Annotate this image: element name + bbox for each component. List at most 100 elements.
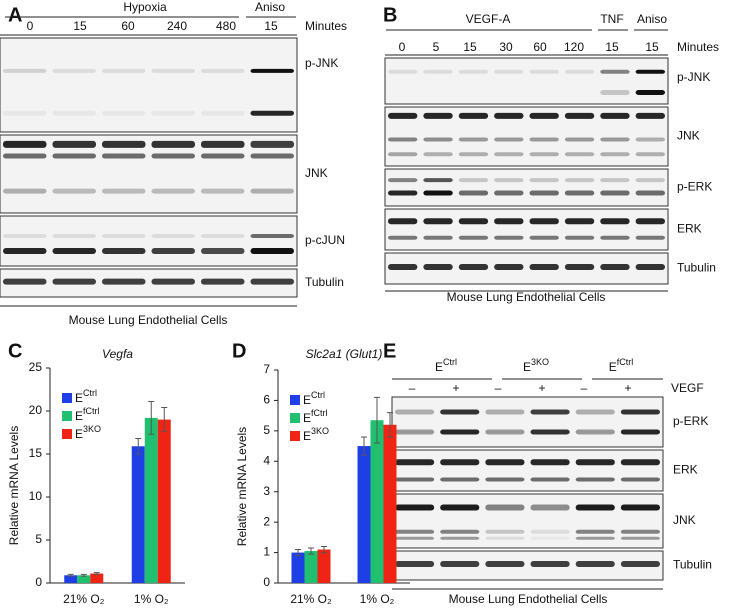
legend-swatch [62,429,72,439]
blot [384,57,669,105]
treatment-label: VEGF [671,381,704,395]
band [458,190,489,196]
error-bar [161,407,168,433]
band [458,218,489,225]
band [102,153,146,159]
band [530,459,570,466]
blot-label: ERK [673,463,698,477]
band [440,409,480,415]
y-tick-label: 3 [263,484,270,498]
band [564,235,595,240]
band [388,263,418,270]
blot-label: JNK [677,129,700,143]
legend-label: E3KO [75,424,101,441]
chart-title: Vegfa [102,347,133,361]
band [423,69,453,74]
band [201,248,245,254]
group-label: EfCtrl [609,357,634,374]
band [529,137,559,142]
band [3,188,47,194]
y-tick-label: 10 [29,489,43,503]
lane-label: 30 [499,40,513,54]
band [620,504,660,511]
y-tick-label: 4 [263,453,270,467]
lane-label: 0 [27,19,34,33]
band [575,409,615,415]
band [485,477,525,482]
blot-label: JNK [673,513,696,527]
band [388,235,418,240]
band [201,278,245,285]
group-label: VEGF-A [466,12,511,26]
legend-swatch [290,431,300,441]
band [600,137,630,142]
bar [383,424,397,583]
band [395,477,435,482]
blot-label: Tubulin [305,275,344,289]
band [423,190,453,196]
error-bar [321,545,327,554]
band [250,248,294,254]
band [485,561,525,568]
lane-label: 60 [121,19,135,33]
group-label: ECtrl [435,357,457,374]
band [575,429,615,435]
band [458,235,489,240]
band [395,429,435,435]
band [620,561,660,568]
band [3,278,47,285]
legend-label: E3KO [303,426,329,443]
band [564,112,595,119]
band [635,137,665,142]
band [458,152,489,157]
bar [317,549,331,583]
chart-title: Slc2a1 (Glut1) [306,347,383,361]
band [635,190,665,196]
error-bar [374,396,380,444]
band [388,69,418,74]
band [102,234,146,238]
x-tick-label: 1% O₂ [134,592,169,606]
band [151,278,195,285]
band [564,69,595,74]
band [529,112,559,119]
band [201,110,245,116]
band [440,536,480,540]
band [3,153,47,159]
band [388,112,418,119]
band [530,561,570,568]
lane-label: + [538,381,545,395]
lane-label: 0 [399,40,406,54]
band [529,263,559,270]
band [151,234,195,238]
lane-label: 480 [216,19,236,33]
lane-label: 5 [433,40,440,54]
band [440,561,480,568]
band [52,278,96,285]
bar [304,551,318,583]
band [575,529,615,534]
error-bar [308,547,314,555]
band [635,218,665,225]
blot [391,493,664,549]
band [575,561,615,568]
caption: Mouse Lung Endothelial Cells [449,592,608,606]
y-tick-label: 5 [263,423,270,437]
lane-label: + [452,381,459,395]
band [485,459,525,466]
band [564,218,595,225]
band [440,477,480,482]
band [250,140,294,148]
band [458,112,489,119]
band [201,68,245,73]
band [485,409,525,415]
y-axis-label: Relative mRNA Levels [235,427,249,546]
legend-swatch [290,395,300,405]
band [564,152,595,157]
error-bar [93,572,100,575]
band [151,153,195,159]
band [388,190,418,196]
band [151,248,195,254]
band [395,529,435,534]
